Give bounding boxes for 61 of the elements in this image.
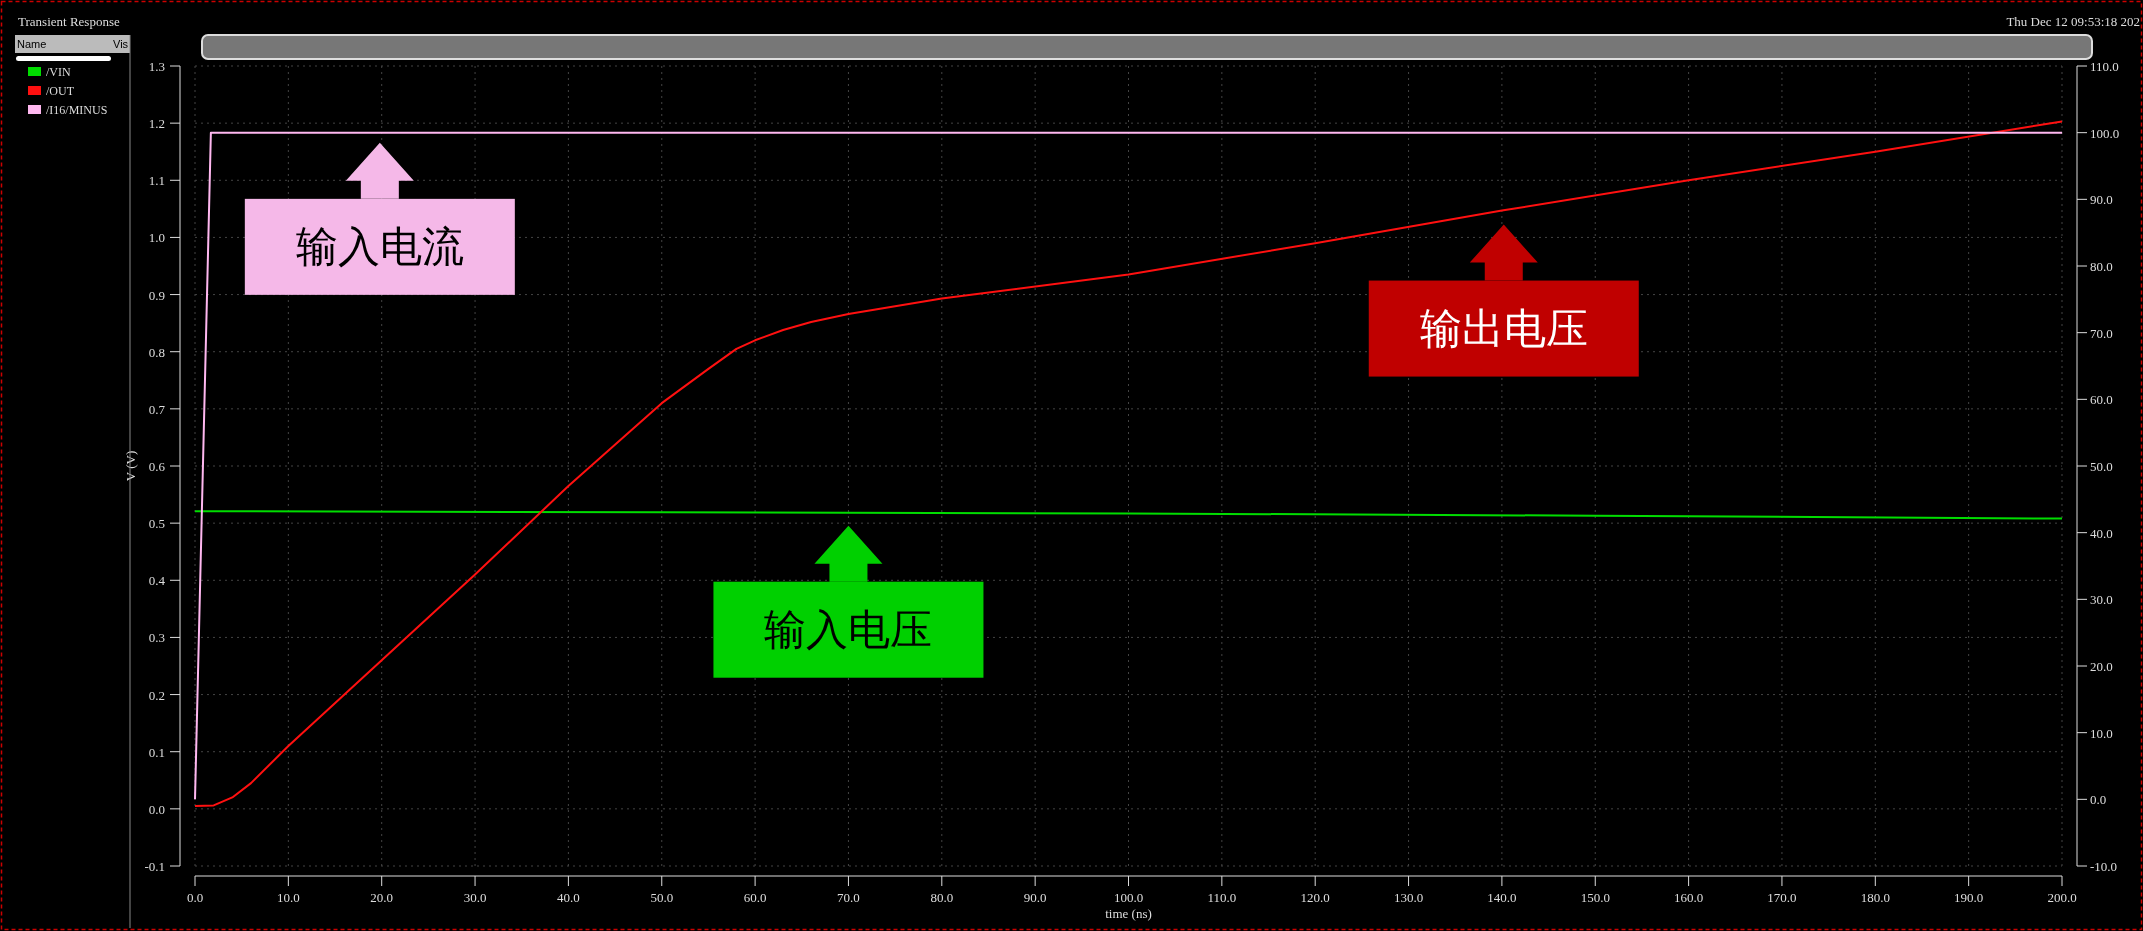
y2-tick-label: 50.0	[2090, 459, 2113, 474]
y2-tick-label: 80.0	[2090, 259, 2113, 274]
x-tick-label: 130.0	[1393, 890, 1424, 905]
y-axis-title: V (V)	[123, 450, 138, 482]
x-tick-label: 120.0	[1300, 890, 1330, 905]
legend-label: /I16/MINUS	[46, 103, 108, 117]
y-tick-label: 0.6	[148, 459, 166, 474]
y-tick-label: 0.0	[148, 801, 165, 817]
legend-title: Name	[17, 38, 47, 50]
y-tick-label: 0.4	[148, 573, 166, 589]
x-tick-label: 160.0	[1673, 890, 1704, 905]
y2-tick-label: 110.0	[2090, 59, 2119, 74]
legend-label: /VIN	[46, 65, 71, 79]
x-tick-label: 180.0	[1860, 890, 1890, 905]
annotation: 输入电流	[295, 221, 464, 271]
x-tick-label: 30.0	[463, 890, 487, 905]
y-tick-label: 0.3	[148, 630, 165, 646]
legend-label: /OUT	[46, 84, 75, 98]
y-tick-label: 1.0	[148, 230, 165, 246]
text: Transient Response	[18, 14, 120, 29]
x-tick-label: 80.0	[930, 890, 954, 905]
y-tick-label: 0.1	[148, 744, 165, 760]
annotation: 输入电压	[764, 604, 933, 654]
x-tick-label: 20.0	[370, 890, 394, 905]
text: Vis	[113, 38, 129, 50]
annotation: 输出电压	[1419, 303, 1588, 353]
x-tick-label: 0.0	[186, 890, 204, 905]
x-tick-label: 10.0	[276, 890, 300, 905]
x-tick-label: 100.0	[1113, 890, 1144, 905]
y2-tick-label: 10.0	[2090, 725, 2113, 741]
y2-tick-label: 60.0	[2090, 392, 2113, 408]
x-tick-label: 60.0	[743, 890, 767, 905]
x-tick-label: 190.0	[1954, 890, 1984, 905]
y-tick-label: 0.2	[148, 687, 165, 703]
y-tick-label: 0.9	[148, 287, 165, 303]
x-tick-label: 140.0	[1487, 890, 1517, 905]
x-tick-label: 70.0	[837, 890, 860, 905]
y-tick-label: -0.1	[144, 859, 165, 874]
y-tick-label: 1.2	[148, 116, 165, 132]
x-tick-label: 50.0	[650, 890, 674, 905]
y-tick-label: 1.1	[148, 173, 165, 189]
y2-tick-label: -10.0	[2090, 859, 2118, 874]
y2-tick-label: 90.0	[2090, 192, 2113, 208]
x-axis-title: time (ns)	[1105, 906, 1152, 921]
x-tick-label: 150.0	[1580, 890, 1610, 905]
y2-tick-label: 100.0	[2090, 125, 2120, 141]
y-tick-label: 0.7	[148, 401, 166, 417]
text: Thu Dec 12 09:53:18 202	[2006, 14, 2140, 29]
x-tick-label: 110.0	[1207, 890, 1237, 905]
x-tick-label: 200.0	[2047, 890, 2077, 905]
x-tick-label: 40.0	[557, 890, 580, 905]
y2-tick-label: 20.0	[2090, 659, 2113, 674]
y2-tick-label: 70.0	[2090, 325, 2113, 341]
y-tick-label: 0.5	[148, 516, 165, 532]
y2-tick-label: 0.0	[2090, 792, 2107, 808]
x-tick-label: 170.0	[1767, 890, 1797, 905]
y-tick-label: 1.3	[148, 59, 165, 74]
y-tick-label: 0.8	[148, 344, 165, 360]
y2-tick-label: 30.0	[2090, 592, 2113, 608]
x-tick-label: 90.0	[1023, 890, 1047, 905]
y2-tick-label: 40.0	[2090, 525, 2113, 541]
